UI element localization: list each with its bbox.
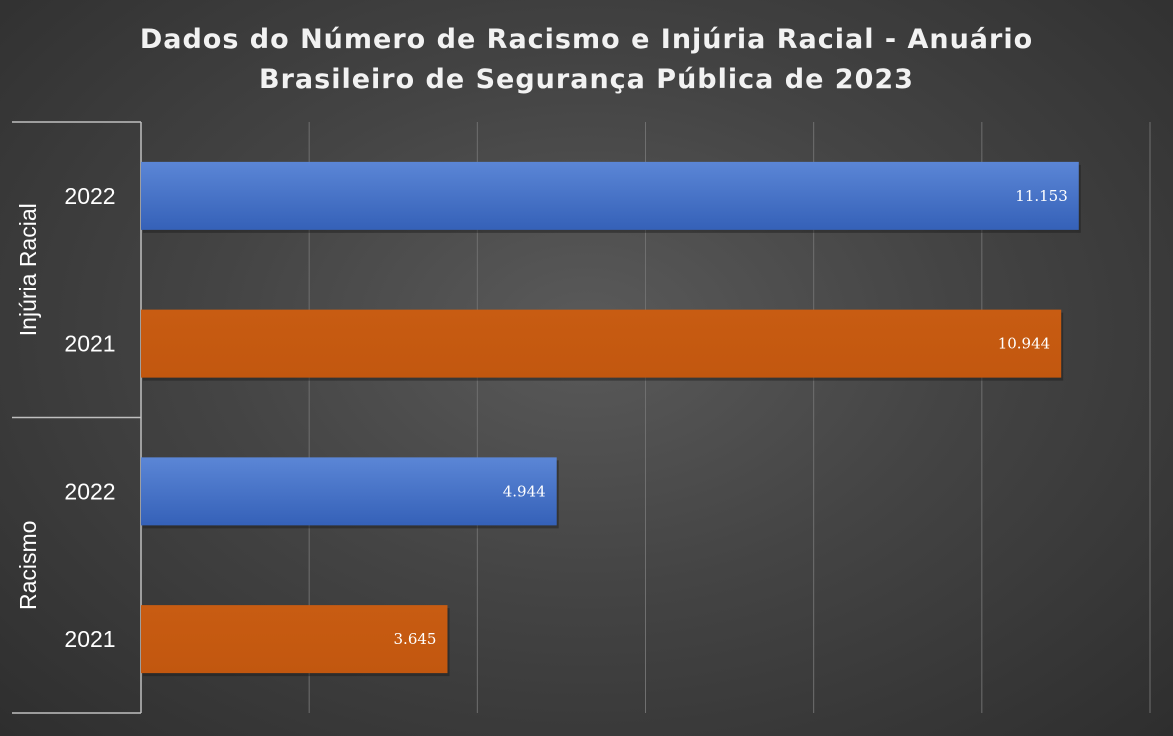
- tick-label: 2022: [64, 183, 115, 209]
- chart-title: Dados do Número de Racismo e Injúria Rac…: [0, 20, 1173, 100]
- tick-label: 2021: [64, 626, 115, 652]
- bar: [141, 605, 448, 674]
- group-label: Racismo: [15, 521, 41, 610]
- data-label: 3.645: [394, 630, 437, 648]
- category-axis: Injúria Racial 2022 2021 Racismo 2022 2021: [12, 121, 142, 714]
- group-label: Injúria Racial: [15, 203, 41, 336]
- tick-label: 2022: [64, 478, 115, 504]
- data-label: 10.944: [998, 335, 1051, 353]
- bar: [141, 309, 1062, 378]
- data-label: 4.944: [503, 482, 546, 500]
- bar: [141, 161, 1079, 230]
- chart-title-line-2: Brasileiro de Segurança Pública de 2023: [259, 64, 914, 95]
- tick-label: 2021: [64, 331, 115, 357]
- bars: 11.153 10.944 4.944 3.645: [141, 161, 1081, 677]
- data-label: 11.153: [1015, 187, 1068, 205]
- bar: [141, 457, 557, 526]
- chart-title-line-1: Dados do Número de Racismo e Injúria Rac…: [139, 24, 1034, 55]
